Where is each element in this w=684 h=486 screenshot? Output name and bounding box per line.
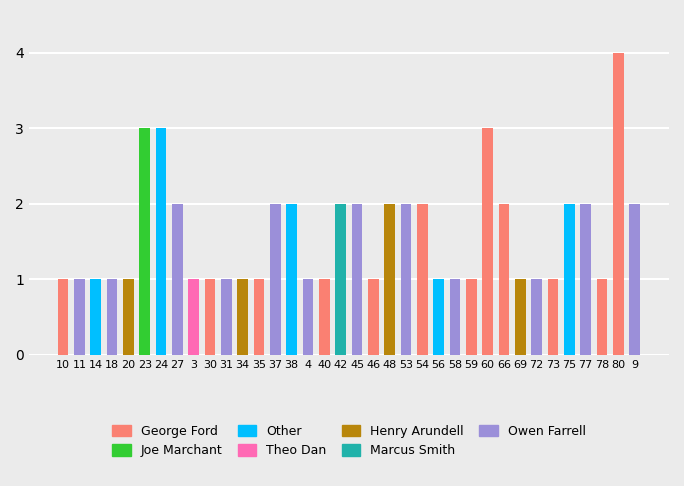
Bar <box>548 279 558 355</box>
Bar <box>270 204 280 355</box>
Bar <box>482 128 493 355</box>
Bar <box>237 279 248 355</box>
Bar <box>205 279 215 355</box>
Bar <box>221 279 232 355</box>
Bar <box>613 53 624 355</box>
Bar <box>319 279 330 355</box>
Bar <box>74 279 85 355</box>
Bar <box>564 204 575 355</box>
Legend: George Ford, Joe Marchant, Other, Theo Dan, Henry Arundell, Marcus Smith, Owen F: George Ford, Joe Marchant, Other, Theo D… <box>106 419 592 464</box>
Bar <box>368 279 379 355</box>
Bar <box>580 204 591 355</box>
Bar <box>499 204 510 355</box>
Bar <box>90 279 101 355</box>
Bar <box>434 279 444 355</box>
Bar <box>466 279 477 355</box>
Bar <box>417 204 428 355</box>
Bar <box>401 204 411 355</box>
Bar <box>58 279 68 355</box>
Bar <box>254 279 265 355</box>
Bar <box>123 279 134 355</box>
Bar <box>172 204 183 355</box>
Bar <box>384 204 395 355</box>
Bar <box>140 128 150 355</box>
Bar <box>189 279 199 355</box>
Bar <box>449 279 460 355</box>
Bar <box>596 279 607 355</box>
Bar <box>303 279 313 355</box>
Bar <box>107 279 118 355</box>
Bar <box>352 204 363 355</box>
Bar <box>629 204 640 355</box>
Bar <box>335 204 346 355</box>
Bar <box>531 279 542 355</box>
Bar <box>287 204 297 355</box>
Bar <box>515 279 525 355</box>
Bar <box>156 128 166 355</box>
